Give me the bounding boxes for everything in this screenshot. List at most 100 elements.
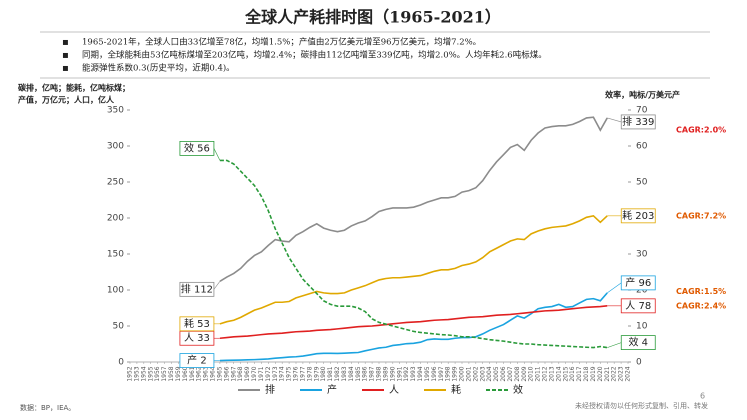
x-tick-label: 1955 xyxy=(147,366,154,381)
page-number: 6 xyxy=(700,392,705,401)
series-line xyxy=(219,214,608,325)
x-tick-label: 1963 xyxy=(203,366,210,381)
end-label: 排 339 xyxy=(622,115,654,128)
x-tick-label: 1994 xyxy=(417,366,424,381)
x-tick-label: 1986 xyxy=(362,366,369,381)
cagr-label: CAGR:2.0% xyxy=(676,126,726,135)
end-label: 人 78 xyxy=(625,300,651,312)
x-tick-label: 1971 xyxy=(258,366,265,381)
x-tick-label: 2016 xyxy=(569,366,576,381)
x-tick-label: 1988 xyxy=(376,366,383,381)
cagr-label: CAGR:1.5% xyxy=(676,287,726,296)
y-tick-label: 100 xyxy=(107,286,124,296)
y2-tick-label: 0 xyxy=(636,358,642,368)
x-tick-label: 1984 xyxy=(348,366,355,381)
y2-tick-label: 60 xyxy=(636,142,648,152)
x-tick-label: 1953 xyxy=(133,366,140,381)
end-label: 产 96 xyxy=(625,276,651,289)
x-tick-label: 1974 xyxy=(279,366,286,381)
x-tick-label: 1999 xyxy=(452,366,459,381)
legend-label: 人 xyxy=(389,384,399,396)
x-tick-label: 1981 xyxy=(327,366,334,381)
y-tick-label: 50 xyxy=(113,322,125,332)
bullet-dot: ▪ xyxy=(62,63,69,74)
x-tick-label: 2019 xyxy=(590,366,597,381)
x-tick-label: 1989 xyxy=(382,366,389,381)
x-tick-label: 1960 xyxy=(182,366,189,381)
x-tick-label: 1995 xyxy=(424,366,431,381)
end-label: 耗 203 xyxy=(622,210,654,222)
x-tick-label: 2008 xyxy=(514,366,521,381)
x-tick-label: 1976 xyxy=(293,366,300,381)
x-tick-label: 1969 xyxy=(244,366,251,381)
leader xyxy=(607,117,622,123)
leader xyxy=(607,342,622,348)
x-tick-label: 2005 xyxy=(493,366,500,381)
y-tick-label: 150 xyxy=(107,250,124,260)
footer: 未经授权请勿以任何形式复制、引用、转发 xyxy=(575,401,708,410)
legend-label: 产 xyxy=(327,383,337,396)
x-tick-label: 2024 xyxy=(625,366,632,381)
series-line xyxy=(219,116,608,283)
y-axis-label: 产值，万亿元；人口，亿人 xyxy=(18,95,115,106)
x-tick-label: 1954 xyxy=(140,366,147,381)
start-label: 效 56 xyxy=(184,141,210,154)
x-tick-label: 2011 xyxy=(535,366,542,381)
x-tick-label: 2022 xyxy=(611,366,618,381)
start-label: 产 2 xyxy=(187,354,207,367)
x-tick-label: 2017 xyxy=(576,366,583,381)
title: 全球人产耗排时图（1965-2021） xyxy=(244,8,501,27)
x-tick-label: 2002 xyxy=(472,366,479,381)
x-tick-label: 1970 xyxy=(251,366,258,381)
y-tick-label: 350 xyxy=(107,106,124,116)
x-tick-label: 1977 xyxy=(299,366,306,381)
bullet: 能源弹性系数0.3(历史平均，近期0.4)。 xyxy=(82,63,235,74)
x-tick-label: 2000 xyxy=(459,366,466,381)
cagr-label: CAGR:7.2% xyxy=(676,211,726,220)
y2-tick-label: 20 xyxy=(636,286,648,296)
x-tick-label: 1982 xyxy=(334,366,341,381)
x-tick-label: 1985 xyxy=(355,366,362,381)
x-tick-label: 1992 xyxy=(403,366,410,381)
x-tick-label: 1973 xyxy=(272,366,279,381)
legend-label: 效 xyxy=(513,383,523,396)
x-tick-label: 1991 xyxy=(396,366,403,381)
x-tick-label: 1968 xyxy=(237,366,244,381)
x-tick-label: 1956 xyxy=(154,366,161,381)
x-tick-label: 1966 xyxy=(223,366,230,381)
start-label: 耗 53 xyxy=(184,318,210,330)
x-tick-label: 1957 xyxy=(161,366,168,381)
x-tick-label: 2013 xyxy=(548,366,555,381)
legend-label: 排 xyxy=(265,383,275,396)
y-axis-label: 碳排，亿吨；能耗，亿吨标煤； xyxy=(18,83,130,94)
x-tick-label: 2018 xyxy=(583,366,590,381)
end-label: 效 4 xyxy=(628,336,648,349)
x-tick-label: 1990 xyxy=(389,366,396,381)
x-tick-label: 1967 xyxy=(230,366,237,381)
series-line xyxy=(219,305,608,340)
y-tick-label: 0 xyxy=(118,358,124,368)
x-tick-label: 1959 xyxy=(175,366,182,381)
leader xyxy=(607,282,622,294)
leader xyxy=(213,148,221,161)
x-tick-label: 2003 xyxy=(479,366,486,381)
y-tick-label: 200 xyxy=(107,214,124,224)
x-tick-label: 2004 xyxy=(486,366,493,381)
y2-tick-label: 50 xyxy=(636,178,648,188)
y2-axis-label: 效率，吨标/万美元产 xyxy=(605,90,680,100)
bullet: 同期，全球能耗由53亿吨标煤增至203亿吨，均增2.4%；碳排由112亿吨增至3… xyxy=(82,50,547,61)
x-tick-label: 2015 xyxy=(562,366,569,381)
x-tick-label: 1964 xyxy=(210,366,217,381)
x-tick-label: 1972 xyxy=(265,366,272,381)
x-tick-label: 2010 xyxy=(528,366,535,381)
legend-label: 耗 xyxy=(451,384,461,396)
leader xyxy=(213,281,221,290)
x-tick-label: 1965 xyxy=(216,366,223,381)
y2-tick-label: 70 xyxy=(636,106,648,116)
x-tick-label: 2012 xyxy=(542,366,549,381)
bullet-dot: ▪ xyxy=(62,37,69,48)
x-tick-label: 1998 xyxy=(445,366,452,381)
x-tick-label: 1978 xyxy=(306,366,313,381)
x-tick-label: 1987 xyxy=(369,366,376,381)
